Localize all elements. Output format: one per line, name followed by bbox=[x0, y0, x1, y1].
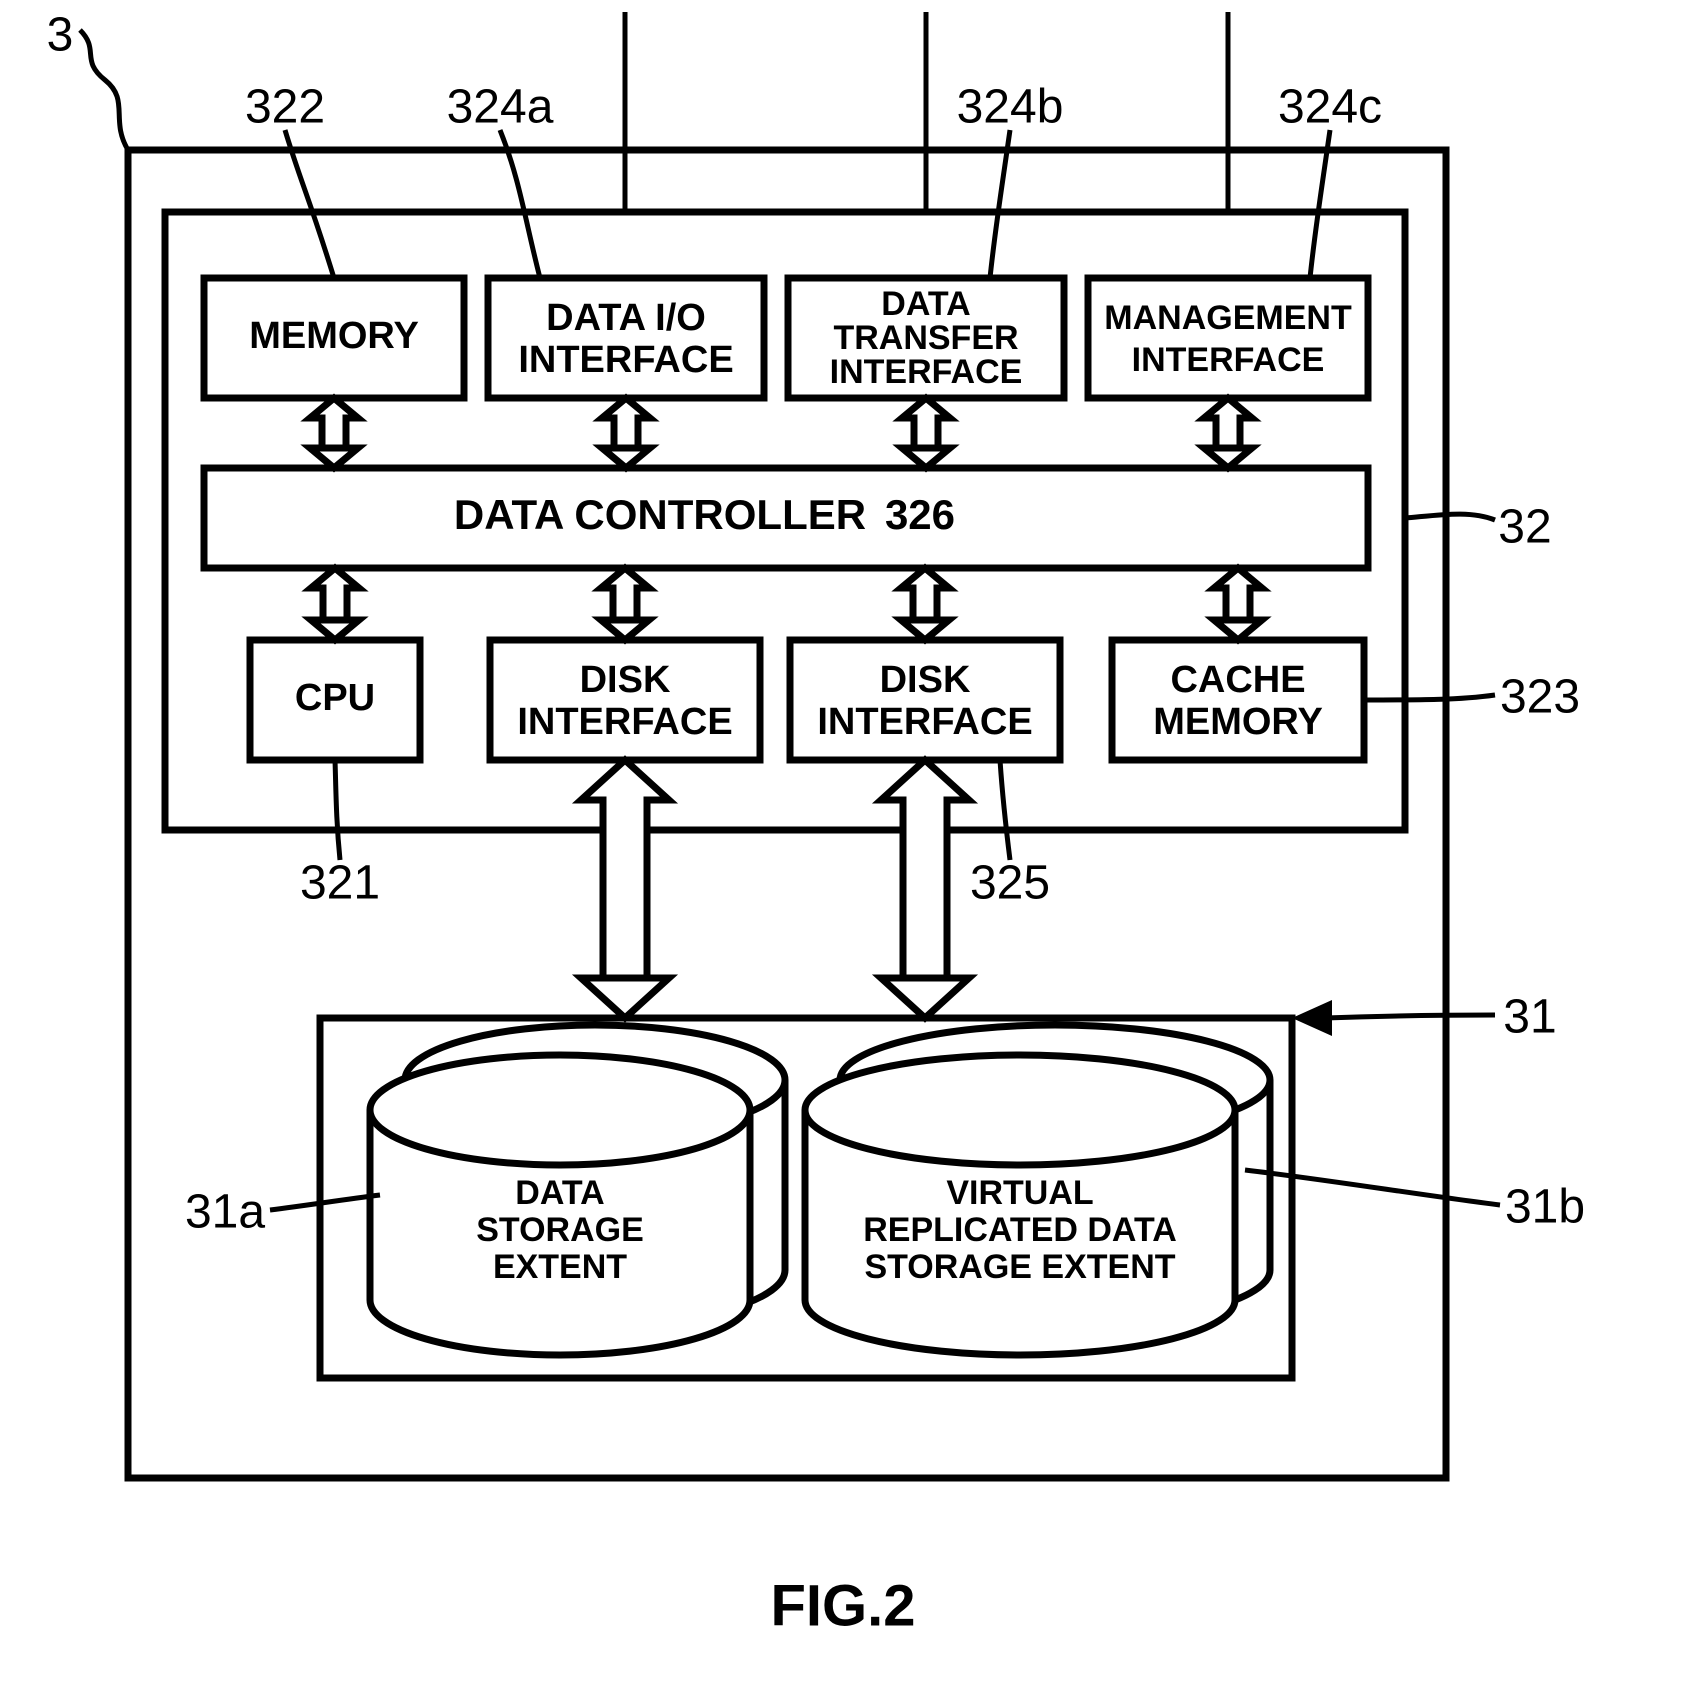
datatransfer-label3: INTERFACE bbox=[830, 353, 1023, 391]
cache-label1: CACHE bbox=[1170, 659, 1305, 701]
memory-label: MEMORY bbox=[249, 315, 419, 357]
dataio-label1: DATA I/O bbox=[546, 297, 706, 339]
data-controller-ref: 326 bbox=[885, 491, 955, 538]
virtual-storage-label1: VIRTUAL bbox=[946, 1174, 1093, 1212]
cpu-label: CPU bbox=[295, 677, 375, 719]
mgmt-block bbox=[1088, 278, 1368, 398]
leader-3 bbox=[80, 30, 128, 150]
mgmt-label1: MANAGEMENT bbox=[1104, 299, 1352, 337]
data-storage-label3: EXTENT bbox=[493, 1248, 627, 1286]
ref-323: 323 bbox=[1500, 671, 1580, 724]
ref-3: 3 bbox=[47, 9, 74, 62]
cache-label2: MEMORY bbox=[1153, 701, 1323, 743]
data-storage-label2: STORAGE bbox=[476, 1211, 644, 1249]
diskif1-label2: INTERFACE bbox=[517, 701, 732, 743]
diskif2-label1: DISK bbox=[880, 659, 971, 701]
virtual-storage-label2: REPLICATED DATA bbox=[863, 1211, 1177, 1249]
leader-32 bbox=[1405, 514, 1495, 520]
ref-324b: 324b bbox=[957, 81, 1064, 134]
ref-325: 325 bbox=[970, 857, 1050, 910]
virtual-storage-label3: STORAGE EXTENT bbox=[864, 1248, 1175, 1286]
ref-322: 322 bbox=[245, 81, 325, 134]
ref-31b: 31b bbox=[1505, 1181, 1585, 1234]
dataio-label2: INTERFACE bbox=[518, 339, 733, 381]
diskif2-label2: INTERFACE bbox=[817, 701, 1032, 743]
datatransfer-label1: DATA bbox=[881, 285, 970, 323]
ref-321: 321 bbox=[300, 857, 380, 910]
diskif1-label1: DISK bbox=[580, 659, 671, 701]
leader-31-line bbox=[1325, 1015, 1495, 1018]
ref-324a: 324a bbox=[447, 81, 554, 134]
diagram-root: 3 MEMORY DATA I/O INTERFACE DATA TRANSFE… bbox=[0, 0, 1686, 1690]
figure-caption: FIG.2 bbox=[770, 1573, 915, 1638]
data-storage-label1: DATA bbox=[515, 1174, 604, 1212]
ref-31a: 31a bbox=[185, 1186, 265, 1239]
data-controller-label: DATA CONTROLLER bbox=[454, 491, 866, 538]
mgmt-label2: INTERFACE bbox=[1132, 341, 1325, 379]
datatransfer-label2: TRANSFER bbox=[833, 319, 1018, 357]
ref-324c: 324c bbox=[1278, 81, 1382, 134]
ref-32: 32 bbox=[1498, 501, 1551, 554]
ref-31: 31 bbox=[1503, 991, 1556, 1044]
